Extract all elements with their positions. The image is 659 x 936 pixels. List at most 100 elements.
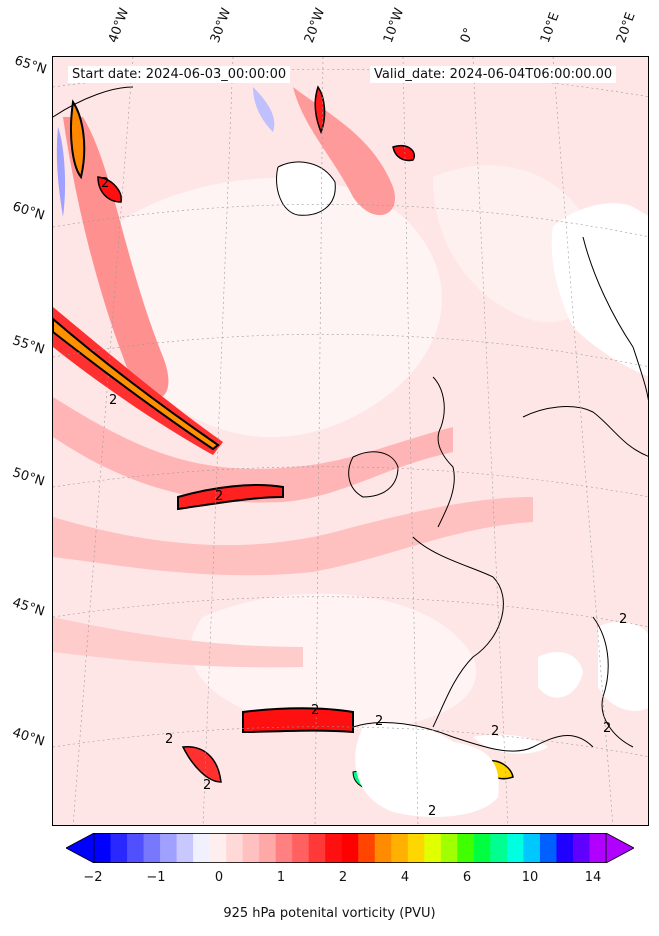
pv-negative — [253, 87, 275, 132]
colorbar-segment — [572, 833, 590, 863]
colorbar-segment — [275, 833, 293, 863]
map-panel: 2 2 2 2 2 2 2 2 2 2 2 — [52, 56, 649, 826]
colorbar-segment — [473, 833, 491, 863]
colorbar-tick: 1 — [276, 870, 286, 885]
contour-label: 2 — [101, 176, 109, 191]
colorbar-segment — [556, 833, 574, 863]
colorbar-segment — [358, 833, 376, 863]
colorbar-segment — [259, 833, 277, 863]
colorbar-tick: 6 — [462, 870, 472, 885]
contour-label: 2 — [203, 778, 211, 793]
pv-band — [53, 497, 533, 576]
colorbar-segment — [242, 833, 260, 863]
colorbar-tick: 0 — [214, 870, 224, 885]
coastline-norway — [582, 236, 648, 401]
lon-label-20e: 20°E — [613, 10, 639, 46]
colorbar-extend-high — [605, 833, 634, 863]
coastline-britain — [432, 376, 455, 528]
lat-label-40n: 40°N — [10, 725, 47, 750]
lat-label-55n: 55°N — [10, 333, 47, 358]
colorbar-segment — [94, 833, 112, 863]
colorbar-segment — [193, 833, 211, 863]
pv-negative — [56, 127, 66, 217]
contour-label: 2 — [311, 703, 319, 718]
colorbar-segment — [440, 833, 458, 863]
coastline-iceland — [276, 161, 336, 216]
colorbar-segment — [308, 833, 326, 863]
colorbar-segment — [374, 833, 392, 863]
coastline-france — [412, 536, 504, 728]
graticule-lines — [53, 57, 648, 825]
pv-core — [177, 484, 284, 511]
pv-core — [97, 176, 122, 203]
contour-label: 2 — [215, 489, 223, 504]
lon-label-30w: 30°W — [207, 6, 235, 45]
lat-label-60n: 60°N — [10, 199, 47, 224]
map-canvas: 2 2 2 2 2 2 2 2 2 2 2 — [53, 57, 648, 825]
colorbar-segment — [391, 833, 409, 863]
colorbar-frame — [93, 833, 607, 863]
colorbar-segment — [143, 833, 161, 863]
pv-core — [392, 145, 415, 162]
colorbar-tick: −2 — [83, 870, 103, 885]
pv-band — [63, 117, 169, 399]
colorbar-segment — [523, 833, 541, 863]
colorbar-title: 925 hPa potenital vorticity (PVU) — [223, 906, 436, 921]
pv-core — [242, 707, 354, 734]
coastline-greenland — [53, 86, 134, 118]
colorbar-segment — [325, 833, 343, 863]
coastlines — [53, 86, 648, 752]
colorbar-segment — [490, 833, 508, 863]
pv-core — [181, 746, 222, 783]
contour-label: 2 — [603, 721, 611, 736]
contour-label: 2 — [165, 732, 173, 747]
lat-label-65n: 65°N — [12, 53, 49, 78]
coastline-iberia-med — [352, 722, 594, 752]
colorbar-extend-low — [66, 833, 95, 863]
colorbar-segment — [209, 833, 227, 863]
lat-label-45n: 45°N — [10, 595, 47, 620]
contour-label: 2 — [491, 724, 499, 739]
colorbar-tick: 4 — [400, 870, 410, 885]
colorbar-segment — [127, 833, 145, 863]
lon-label-20w: 20°W — [301, 6, 329, 45]
contour-labels: 2 2 2 2 2 2 2 2 2 2 2 — [101, 176, 627, 819]
coastline-denmark — [522, 406, 648, 457]
colorbar-segment — [176, 833, 194, 863]
contour-label: 2 — [375, 714, 383, 729]
colorbar-segment — [424, 833, 442, 863]
colorbar-segment — [506, 833, 524, 863]
lon-label-10e: 10°E — [537, 10, 563, 46]
pv-band — [53, 617, 303, 668]
pv-band — [53, 397, 453, 503]
contour-label: 2 — [619, 612, 627, 627]
pv-core — [53, 317, 220, 451]
lon-label-40w: 40°W — [105, 6, 133, 45]
colorbar-segment — [226, 833, 244, 863]
terrain-mask-iberia — [355, 722, 499, 817]
pv-low-region — [113, 178, 442, 438]
colorbar-segment — [457, 833, 475, 863]
colorbar-segment — [407, 833, 425, 863]
terrain-mask — [598, 621, 648, 711]
colorbar-segment — [292, 833, 310, 863]
lat-label-50n: 50°N — [10, 465, 47, 490]
pv-core — [70, 99, 86, 180]
start-date-label: Start date: 2024-06-03_00:00:00 — [68, 66, 291, 83]
terrain-mask-iceland — [276, 162, 336, 216]
colorbar-segment — [160, 833, 178, 863]
colorbar-tick: 14 — [584, 870, 602, 885]
coastline-ireland — [348, 451, 399, 498]
contour-label: 2 — [109, 393, 117, 408]
lon-label-0: 0° — [457, 25, 478, 45]
colorbar-segment — [539, 833, 557, 863]
terrain-mask-alps — [538, 652, 583, 698]
colorbar-segment — [341, 833, 359, 863]
valid-date-label: Valid_date: 2024-06-04T06:00:00.00 — [370, 66, 617, 83]
colorbar — [66, 833, 634, 863]
lon-label-10w: 10°W — [380, 6, 408, 45]
colorbar-tick: −1 — [146, 870, 166, 885]
pv-low-region — [190, 593, 477, 729]
colorbar-segment — [110, 833, 128, 863]
colorbar-segment — [589, 833, 607, 863]
